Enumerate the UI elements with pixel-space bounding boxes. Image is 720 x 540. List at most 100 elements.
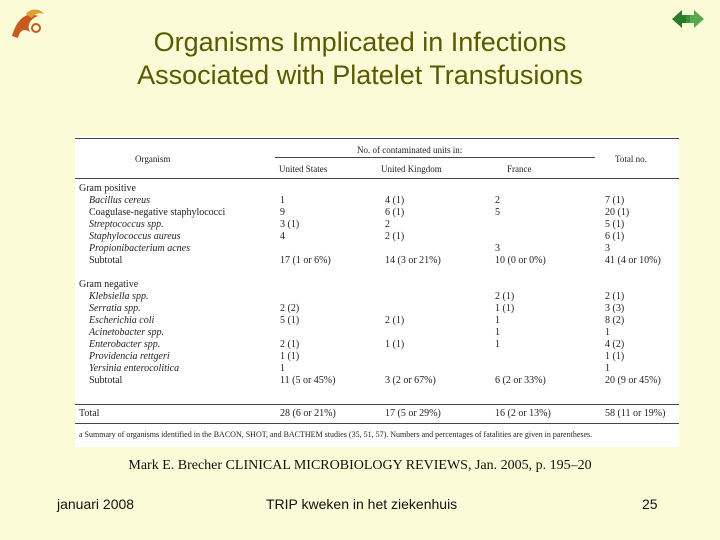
uk-cell: 2 (1) <box>385 315 405 326</box>
table-row: Subtotal 11 (5 or 45%) 3 (2 or 67%) 6 (2 or… <box>75 375 679 387</box>
us-cell: 5 (1) <box>280 315 300 326</box>
footer-page-number: 25 <box>642 496 658 512</box>
france-cell: 6 (2 or 33%) <box>495 375 546 386</box>
arrows-logo-icon <box>672 10 704 28</box>
france-cell: 3 <box>495 243 500 254</box>
us-cell: 2 (1) <box>280 339 300 350</box>
us-cell: 17 (1 or 6%) <box>280 255 331 266</box>
organism-cell: Gram positive <box>79 183 136 194</box>
total-cell: 5 (1) <box>605 219 625 230</box>
total-cell: 6 (1) <box>605 231 625 242</box>
organism-table: Organism No. of contaminated units in: U… <box>75 136 679 447</box>
total-cell: 8 (2) <box>605 315 625 326</box>
total-cell: 20 (1) <box>605 207 630 218</box>
organism-cell: Gram negative <box>79 279 139 290</box>
organism-cell: Serratia spp. <box>89 303 141 314</box>
organism-cell: Subtotal <box>89 255 123 266</box>
organism-cell: Enterobacter spp. <box>89 339 161 350</box>
table-bottom-rule <box>75 423 679 424</box>
france-cell: 1 <box>495 315 500 326</box>
uk-cell: 14 (3 or 21%) <box>385 255 441 266</box>
total-cell: 7 (1) <box>605 195 625 206</box>
organism-cell: Acinetobacter spp. <box>89 327 164 338</box>
total-cell: 41 (4 or 10%) <box>605 255 661 266</box>
total-cell: 4 (2) <box>605 339 625 350</box>
col-header-uk: United Kingdom <box>381 164 442 174</box>
organism-cell: Total <box>79 408 100 419</box>
uk-cell: 2 <box>385 219 390 230</box>
france-cell: 2 <box>495 195 500 206</box>
uk-cell: 1 (1) <box>385 339 405 350</box>
logo-right <box>668 6 708 32</box>
us-cell: 1 <box>280 195 285 206</box>
citation: Mark E. Brecher CLINICAL MICROBIOLOGY RE… <box>128 458 592 473</box>
table-row: Enterobacter spp. 2 (1) 1 (1) 1 4 (2) <box>75 339 679 351</box>
table-row: Subtotal 17 (1 or 6%) 14 (3 or 21%) 10 (0 o… <box>75 255 679 267</box>
table-row: Gram positive <box>75 183 679 195</box>
table-row: Streptococcus spp. 3 (1) 2 5 (1) <box>75 219 679 231</box>
uk-cell: 3 (2 or 67%) <box>385 375 436 386</box>
france-cell: 5 <box>495 207 500 218</box>
uk-cell: 6 (1) <box>385 207 405 218</box>
france-cell: 2 (1) <box>495 291 515 302</box>
table-row: Klebsiella spp. 2 (1) 2 (1) <box>75 291 679 303</box>
table-row: Gram negative <box>75 279 679 291</box>
total-cell: 58 (11 or 19%) <box>605 408 666 419</box>
total-top-rule <box>75 404 679 405</box>
group-rule <box>275 157 595 158</box>
table-row: Serratia spp. 2 (2) 1 (1) 3 (3) <box>75 303 679 315</box>
slide-title: Organisms Implicated in Infections Assoc… <box>60 26 660 92</box>
us-cell: 1 <box>280 363 285 374</box>
organism-cell: Staphylococcus aureus <box>89 231 181 242</box>
france-cell: 1 <box>495 327 500 338</box>
table-row: Propionibacterium acnes 3 3 <box>75 243 679 255</box>
us-cell: 4 <box>280 231 285 242</box>
organism-cell: Coagulase-negative staphylococci <box>89 207 226 218</box>
uk-cell: 17 (5 or 29%) <box>385 408 441 419</box>
bird-swirl-logo-icon <box>12 9 44 38</box>
table-row: Acinetobacter spp. 1 1 <box>75 327 679 339</box>
total-cell: 20 (9 or 45%) <box>605 375 661 386</box>
us-cell: 1 (1) <box>280 351 300 362</box>
col-header-france: France <box>507 164 532 174</box>
uk-cell: 2 (1) <box>385 231 405 242</box>
us-cell: 11 (5 or 45%) <box>280 375 336 386</box>
footer-date: januari 2008 <box>57 496 135 512</box>
logo-left <box>8 6 48 42</box>
table-top-rule <box>75 138 679 139</box>
header-bottom-rule <box>75 178 679 179</box>
us-cell: 28 (6 or 21%) <box>280 408 336 419</box>
table-row: Escherichia coli 5 (1) 2 (1) 1 8 (2) <box>75 315 679 327</box>
col-header-total: Total no. <box>615 154 647 164</box>
col-header-us: United States <box>279 164 328 174</box>
organism-cell: Escherichia coli <box>89 315 155 326</box>
table-row: Yersinia enterocolitica 1 1 <box>75 363 679 375</box>
france-cell: 16 (2 or 13%) <box>495 408 551 419</box>
col-header-group: No. of contaminated units in: <box>357 145 463 155</box>
uk-cell: 4 (1) <box>385 195 405 206</box>
table-row: Providencia rettgeri 1 (1) 1 (1) <box>75 351 679 363</box>
table-row: Coagulase-negative staphylococci 9 6 (1) 5 2… <box>75 207 679 219</box>
table-footnote: a Summary of organisms identified in the… <box>79 430 593 439</box>
table-row: Bacillus cereus 1 4 (1) 2 7 (1) <box>75 195 679 207</box>
us-cell: 9 <box>280 207 285 218</box>
total-cell: 1 (1) <box>605 351 625 362</box>
total-cell: 3 (3) <box>605 303 625 314</box>
total-cell: 1 <box>605 363 610 374</box>
total-cell: 2 (1) <box>605 291 625 302</box>
france-cell: 1 (1) <box>495 303 515 314</box>
france-cell: 10 (0 or 0%) <box>495 255 546 266</box>
us-cell: 3 (1) <box>280 219 300 230</box>
title-line-2: Associated with Platelet Transfusions <box>137 60 583 90</box>
organism-cell: Klebsiella spp. <box>89 291 149 302</box>
organism-cell: Bacillus cereus <box>89 195 151 206</box>
footer-title: TRIP kweken in het ziekenhuis <box>266 496 458 512</box>
organism-cell: Yersinia enterocolitica <box>89 363 180 374</box>
total-cell: 1 <box>605 327 610 338</box>
organism-cell: Streptococcus spp. <box>89 219 164 230</box>
total-cell: 3 <box>605 243 610 254</box>
us-cell: 2 (2) <box>280 303 300 314</box>
table-row: Total 28 (6 or 21%) 17 (5 or 29%) 16 (2 or … <box>75 408 679 420</box>
table-row <box>75 267 679 279</box>
organism-cell: Subtotal <box>89 375 123 386</box>
